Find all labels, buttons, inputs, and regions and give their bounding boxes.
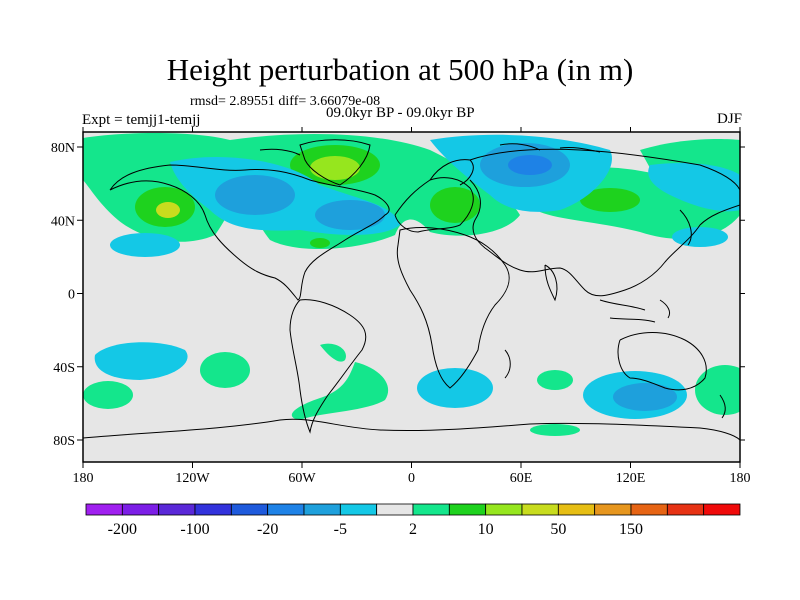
colorbar-swatch	[412, 503, 450, 516]
colorbar-label: -20	[257, 521, 278, 538]
coast-south-america	[289, 299, 367, 434]
lon-tick-label: 0	[408, 471, 415, 486]
lon-tick-label: 180	[73, 471, 94, 486]
plot-title: Height perturbation at 500 hPa (in m)	[166, 52, 634, 87]
colorbar-swatch	[85, 503, 123, 516]
coast-arctic-islands	[259, 143, 601, 156]
colorbar-label: 10	[478, 521, 494, 538]
contour-green-south-pacific	[200, 352, 250, 388]
contour-green-south-pacific-w	[83, 381, 133, 409]
lat-tick-label: 80N	[51, 141, 75, 156]
season-label: DJF	[716, 111, 742, 127]
contour-green-atlantic-small	[310, 238, 330, 248]
colorbar: -200 -100 -20 -5 2 10 50 150	[85, 503, 741, 538]
contour-cyan-indian-ocean	[417, 368, 493, 408]
colorbar-swatch	[376, 503, 414, 516]
lon-tick-label: 180	[730, 471, 751, 486]
contour-blue-canada	[215, 175, 295, 215]
lat-tick-label: 80S	[53, 434, 75, 449]
colorbar-swatch	[485, 503, 523, 516]
coast-greenland	[299, 139, 371, 186]
contour-blue-siberia-core	[508, 155, 552, 175]
coast-north-america	[109, 164, 390, 301]
colorbar-swatch	[339, 503, 378, 516]
colorbar-swatch	[158, 503, 196, 516]
period-label: 09.0kyr BP - 09.0kyr BP	[326, 105, 475, 121]
lon-axis: 180 120W 60W 0 60E 120E 180	[73, 127, 751, 486]
colorbar-swatch	[121, 503, 160, 516]
colorbar-swatch	[448, 503, 487, 516]
colorbar-swatch	[521, 503, 559, 516]
colorbar-swatch	[194, 503, 232, 516]
lon-tick-label: 120E	[616, 471, 646, 486]
colorbar-swatch	[230, 503, 269, 516]
colorbar-label: -5	[334, 521, 347, 538]
lon-tick-label: 120W	[175, 471, 210, 486]
colorbar-swatch	[666, 503, 705, 516]
coast-indonesia	[599, 299, 671, 323]
coast-india	[544, 264, 558, 302]
lat-tick-label: 0	[68, 288, 75, 303]
contour-green-south-atlantic	[291, 343, 389, 420]
contour-yellow-greenland	[310, 156, 360, 180]
contour-lime-asia	[580, 188, 640, 212]
coast-japan	[679, 209, 692, 246]
colorbar-swatch	[703, 503, 741, 516]
colorbar-swatch	[557, 503, 596, 516]
coastlines	[83, 139, 740, 441]
coast-madagascar	[504, 349, 511, 379]
contour-green-indian	[537, 370, 573, 390]
coast-australia	[617, 332, 707, 391]
stats-label: rmsd= 2.89551 diff= 3.66079e-08	[190, 94, 381, 109]
contour-blue-atlantic	[315, 200, 385, 230]
contour-fields	[83, 133, 740, 436]
coast-africa	[396, 227, 510, 389]
colorbar-label: -100	[180, 521, 209, 538]
contour-yellow-alaska	[156, 202, 180, 218]
contour-green-south-east	[695, 365, 740, 415]
contour-cyan-pacific	[110, 233, 180, 257]
lon-tick-label: 60W	[288, 471, 316, 486]
contour-cyan-japan	[672, 227, 728, 247]
colorbar-label: 2	[409, 521, 417, 538]
contour-blue-australia-south	[613, 383, 677, 411]
colorbar-label: 50	[550, 521, 566, 538]
lon-tick-label: 60E	[510, 471, 533, 486]
colorbar-swatch	[267, 503, 305, 516]
colorbar-swatch	[303, 503, 341, 516]
contour-cyan-south-pacific	[94, 342, 188, 380]
coast-new-zealand	[719, 394, 726, 419]
lat-axis: 80N 40N 0 40S 80S	[51, 141, 745, 449]
colorbar-label: -200	[108, 521, 137, 538]
colorbar-swatch	[630, 503, 668, 516]
colorbar-label: 150	[619, 521, 643, 538]
contour-green-antarctic	[530, 424, 580, 436]
coast-asia	[469, 148, 740, 297]
coast-europe	[394, 177, 474, 233]
coast-antarctica	[83, 418, 740, 441]
lat-tick-label: 40N	[51, 214, 75, 229]
colorbar-swatch	[594, 503, 632, 516]
lat-tick-label: 40S	[53, 361, 75, 376]
contour-lime-europe	[430, 187, 480, 223]
experiment-label: Expt = temjj1-temjj	[82, 112, 201, 128]
contour-cyan-asia-east	[648, 163, 740, 212]
